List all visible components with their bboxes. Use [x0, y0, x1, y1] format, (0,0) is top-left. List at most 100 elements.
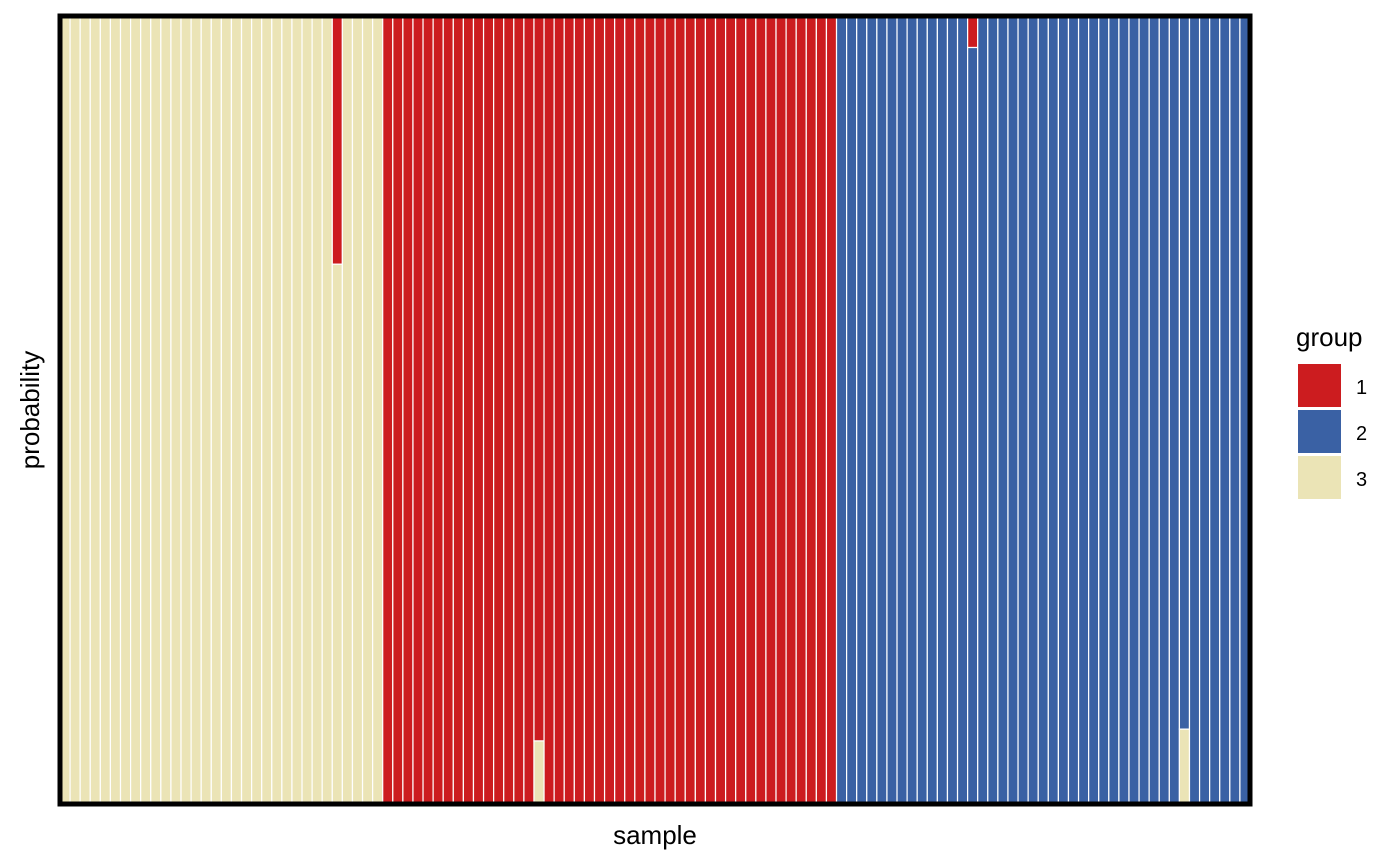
- bar-sample-117-group-2: [1230, 16, 1240, 804]
- bar-sample-96-group-2: [1018, 16, 1028, 804]
- bar-sample-104-group-2: [1099, 16, 1109, 804]
- bar-sample-112-group-3: [1179, 729, 1189, 804]
- bar-sample-109-group-2: [1149, 16, 1159, 804]
- bar-sample-40-group-1: [453, 16, 463, 804]
- bar-sample-38-group-1: [433, 16, 443, 804]
- bar-sample-25-group-3: [302, 16, 312, 804]
- bar-sample-23-group-3: [282, 16, 292, 804]
- bar-sample-97-group-2: [1028, 16, 1038, 804]
- bar-sample-33-group-1: [383, 16, 393, 804]
- bar-sample-9-group-3: [141, 16, 151, 804]
- bar-sample-55-group-1: [605, 16, 615, 804]
- bar-sample-91-group-2: [968, 48, 978, 804]
- bar-sample-61-group-1: [665, 16, 675, 804]
- bar-sample-54-group-1: [594, 16, 604, 804]
- bar-sample-90-group-2: [958, 16, 968, 804]
- bar-sample-44-group-1: [494, 16, 504, 804]
- bar-sample-112-group-2: [1179, 16, 1189, 729]
- bar-sample-71-group-1: [766, 16, 776, 804]
- y-axis-label: probability: [15, 351, 45, 470]
- bar-sample-2-group-3: [70, 16, 80, 804]
- bar-sample-77-group-1: [826, 16, 836, 804]
- bar-sample-3-group-3: [80, 16, 90, 804]
- bar-sample-26-group-3: [312, 16, 322, 804]
- bar-sample-17-group-3: [221, 16, 231, 804]
- legend-label-group-2: 2: [1356, 423, 1367, 445]
- legend-title: group: [1296, 322, 1363, 352]
- bar-sample-103-group-2: [1089, 16, 1099, 804]
- bar-sample-4-group-3: [90, 16, 100, 804]
- bar-sample-41-group-1: [463, 16, 473, 804]
- bar-sample-13-group-3: [181, 16, 191, 804]
- legend: group 1 2 3: [1296, 322, 1367, 499]
- bar-sample-91-group-1: [968, 16, 978, 48]
- bar-sample-64-group-1: [695, 16, 705, 804]
- bar-sample-84-group-2: [897, 16, 907, 804]
- bar-sample-49-group-1: [544, 16, 554, 804]
- bar-sample-22-group-3: [272, 16, 282, 804]
- bar-sample-106-group-2: [1119, 16, 1129, 804]
- bar-sample-6-group-3: [110, 16, 120, 804]
- bars-layer: [60, 16, 1250, 804]
- bar-sample-93-group-2: [988, 16, 998, 804]
- bar-sample-53-group-1: [584, 16, 594, 804]
- legend-label-group-3: 3: [1356, 469, 1367, 491]
- bar-sample-107-group-2: [1129, 16, 1139, 804]
- bar-sample-114-group-2: [1200, 16, 1210, 804]
- bar-sample-98-group-2: [1038, 16, 1048, 804]
- bar-sample-21-group-3: [262, 16, 272, 804]
- bar-sample-11-group-3: [161, 16, 171, 804]
- bar-sample-78-group-2: [837, 16, 847, 804]
- bar-sample-5-group-3: [100, 16, 110, 804]
- bar-sample-45-group-1: [504, 16, 514, 804]
- bar-sample-110-group-2: [1159, 16, 1169, 804]
- bar-sample-100-group-2: [1058, 16, 1068, 804]
- bar-sample-10-group-3: [151, 16, 161, 804]
- bar-sample-73-group-1: [786, 16, 796, 804]
- bar-sample-28-group-1: [332, 16, 342, 264]
- bar-sample-79-group-2: [847, 16, 857, 804]
- bar-sample-48-group-3: [534, 741, 544, 804]
- bar-sample-85-group-2: [907, 16, 917, 804]
- bar-sample-47-group-1: [524, 16, 534, 804]
- bar-sample-8-group-3: [131, 16, 141, 804]
- bar-sample-58-group-1: [635, 16, 645, 804]
- bar-sample-57-group-1: [625, 16, 635, 804]
- bar-sample-82-group-2: [877, 16, 887, 804]
- bar-sample-52-group-1: [574, 16, 584, 804]
- bar-sample-20-group-3: [252, 16, 262, 804]
- bar-sample-19-group-3: [242, 16, 252, 804]
- bar-sample-59-group-1: [645, 16, 655, 804]
- bar-sample-80-group-2: [857, 16, 867, 804]
- bar-sample-63-group-1: [685, 16, 695, 804]
- bar-sample-36-group-1: [413, 16, 423, 804]
- bar-sample-86-group-2: [917, 16, 927, 804]
- bar-sample-108-group-2: [1139, 16, 1149, 804]
- bar-sample-95-group-2: [1008, 16, 1018, 804]
- bar-sample-60-group-1: [655, 16, 665, 804]
- bar-sample-27-group-3: [322, 16, 332, 804]
- bar-sample-67-group-1: [726, 16, 736, 804]
- bar-sample-14-group-3: [191, 16, 201, 804]
- bar-sample-99-group-2: [1048, 16, 1058, 804]
- bar-sample-35-group-1: [403, 16, 413, 804]
- bar-sample-12-group-3: [171, 16, 181, 804]
- legend-key-group-2: [1298, 410, 1341, 453]
- bar-sample-46-group-1: [514, 16, 524, 804]
- bar-sample-68-group-1: [736, 16, 746, 804]
- legend-key-group-3: [1298, 456, 1341, 499]
- bar-sample-116-group-2: [1220, 16, 1230, 804]
- bar-sample-81-group-2: [867, 16, 877, 804]
- bar-sample-72-group-1: [776, 16, 786, 804]
- bar-sample-75-group-1: [806, 16, 816, 804]
- bar-sample-66-group-1: [716, 16, 726, 804]
- bar-sample-56-group-1: [615, 16, 625, 804]
- bar-sample-30-group-3: [352, 16, 362, 804]
- x-axis-label: sample: [613, 820, 697, 850]
- bar-sample-24-group-3: [292, 16, 302, 804]
- bar-sample-51-group-1: [564, 16, 574, 804]
- bar-sample-18-group-3: [231, 16, 241, 804]
- bar-sample-42-group-1: [473, 16, 483, 804]
- bar-sample-7-group-3: [121, 16, 131, 804]
